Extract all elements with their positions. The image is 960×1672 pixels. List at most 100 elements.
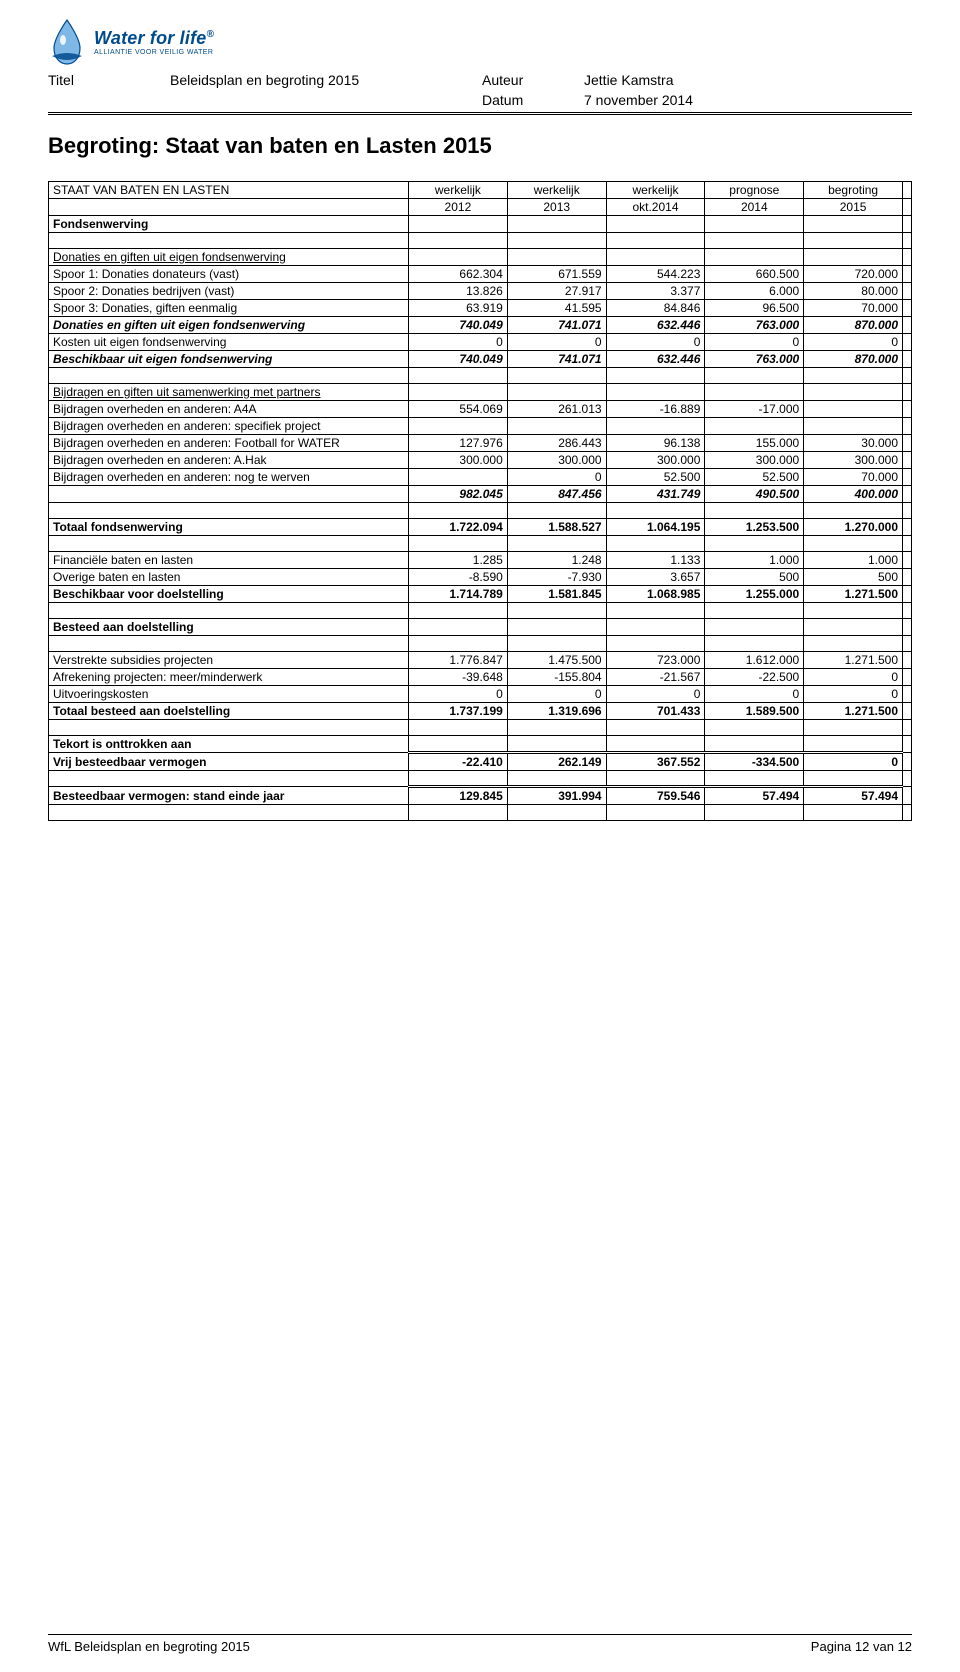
row-label: STAAT VAN BATEN EN LASTEN bbox=[49, 182, 409, 199]
row-value: 84.846 bbox=[606, 300, 705, 317]
row-value: 1.714.789 bbox=[409, 586, 508, 603]
row-value: 70.000 bbox=[804, 469, 903, 486]
row-label bbox=[49, 503, 409, 519]
bijdragen-row: Bijdragen overheden en anderen: nog te w… bbox=[49, 469, 912, 486]
table-header-2: 20122013okt.201420142015 bbox=[49, 199, 912, 216]
row-value: 632.446 bbox=[606, 317, 705, 334]
row-value: 1.776.847 bbox=[409, 652, 508, 669]
besteed-row: Afrekening projecten: meer/minderwerk-39… bbox=[49, 669, 912, 686]
row-value bbox=[804, 805, 903, 821]
fin-row: Overige baten en lasten-8.590-7.9303.657… bbox=[49, 569, 912, 586]
row-value bbox=[606, 720, 705, 736]
row-value: 740.049 bbox=[409, 317, 508, 334]
blank-row bbox=[49, 805, 912, 821]
row-value bbox=[804, 736, 903, 753]
row-value bbox=[409, 233, 508, 249]
row-value: 870.000 bbox=[804, 351, 903, 368]
row-value bbox=[804, 720, 903, 736]
row-label: Totaal besteed aan doelstelling bbox=[49, 703, 409, 720]
row-value bbox=[409, 368, 508, 384]
row-label: Bijdragen overheden en anderen: specifie… bbox=[49, 418, 409, 435]
row-value: 0 bbox=[507, 686, 606, 703]
row-value: 632.446 bbox=[606, 351, 705, 368]
row-value: 554.069 bbox=[409, 401, 508, 418]
blank-row bbox=[49, 720, 912, 736]
row-value bbox=[705, 636, 804, 652]
row-value bbox=[409, 249, 508, 266]
row-value: 2015 bbox=[804, 199, 903, 216]
row-value: 63.919 bbox=[409, 300, 508, 317]
table-header-1: STAAT VAN BATEN EN LASTENwerkelijkwerkel… bbox=[49, 182, 912, 199]
row-value: -17.000 bbox=[705, 401, 804, 418]
row-value: 262.149 bbox=[507, 753, 606, 771]
page-title: Begroting: Staat van baten en Lasten 201… bbox=[48, 133, 912, 159]
blank-row bbox=[49, 233, 912, 249]
row-value: 0 bbox=[507, 334, 606, 351]
row-value bbox=[705, 503, 804, 519]
row-value bbox=[507, 418, 606, 435]
logo-text: Water for life® bbox=[94, 28, 214, 49]
donaties-total: Donaties en giften uit eigen fondsenwerv… bbox=[49, 317, 912, 334]
eind-vermogen: Besteedbaar vermogen: stand einde jaar12… bbox=[49, 787, 912, 805]
row-value bbox=[409, 771, 508, 787]
row-value: 0 bbox=[606, 686, 705, 703]
row-value bbox=[507, 805, 606, 821]
row-value bbox=[409, 418, 508, 435]
row-label bbox=[49, 536, 409, 552]
bijdragen-header: Bijdragen en giften uit samenwerking met… bbox=[49, 384, 912, 401]
row-value bbox=[804, 384, 903, 401]
besteed-row: Uitvoeringskosten00000 bbox=[49, 686, 912, 703]
row-value bbox=[705, 536, 804, 552]
row-value bbox=[606, 418, 705, 435]
row-value: 300.000 bbox=[409, 452, 508, 469]
row-value: 0 bbox=[804, 669, 903, 686]
row-value: 70.000 bbox=[804, 300, 903, 317]
row-value: 27.917 bbox=[507, 283, 606, 300]
row-value bbox=[507, 536, 606, 552]
row-value bbox=[409, 384, 508, 401]
row-label bbox=[49, 368, 409, 384]
row-value bbox=[409, 805, 508, 821]
row-value: 500 bbox=[705, 569, 804, 586]
row-value bbox=[409, 469, 508, 486]
row-value: 1.285 bbox=[409, 552, 508, 569]
blank-row bbox=[49, 368, 912, 384]
row-value: 0 bbox=[705, 334, 804, 351]
row-value bbox=[606, 503, 705, 519]
row-label: Totaal fondsenwerving bbox=[49, 519, 409, 536]
row-value: -334.500 bbox=[705, 753, 804, 771]
row-value: werkelijk bbox=[409, 182, 508, 199]
row-value: 6.000 bbox=[705, 283, 804, 300]
row-value bbox=[507, 503, 606, 519]
row-value bbox=[804, 401, 903, 418]
row-value: 1.271.500 bbox=[804, 703, 903, 720]
totaal-fondsenwerving: Totaal fondsenwerving1.722.0941.588.5271… bbox=[49, 519, 912, 536]
row-value: 740.049 bbox=[409, 351, 508, 368]
row-value: 1.068.985 bbox=[606, 586, 705, 603]
row-value: 400.000 bbox=[804, 486, 903, 503]
row-value: 0 bbox=[804, 753, 903, 771]
row-value: 2013 bbox=[507, 199, 606, 216]
row-value bbox=[705, 233, 804, 249]
page-footer: WfL Beleidsplan en begroting 2015 Pagina… bbox=[48, 1634, 912, 1654]
row-value: -8.590 bbox=[409, 569, 508, 586]
bijdragen-row: Bijdragen overheden en anderen: Football… bbox=[49, 435, 912, 452]
row-value: 286.443 bbox=[507, 435, 606, 452]
row-value bbox=[409, 619, 508, 636]
row-value: -39.648 bbox=[409, 669, 508, 686]
row-label: Bijdragen overheden en anderen: nog te w… bbox=[49, 469, 409, 486]
row-value bbox=[804, 503, 903, 519]
row-value bbox=[606, 368, 705, 384]
row-label: Besteed aan doelstelling bbox=[49, 619, 409, 636]
row-label: Tekort is onttrokken aan bbox=[49, 736, 409, 753]
budget-table: STAAT VAN BATEN EN LASTENwerkelijkwerkel… bbox=[48, 181, 912, 821]
row-value: 129.845 bbox=[409, 787, 508, 805]
row-value: 544.223 bbox=[606, 266, 705, 283]
row-value: 300.000 bbox=[507, 452, 606, 469]
row-value: 870.000 bbox=[804, 317, 903, 334]
row-value: 1.253.500 bbox=[705, 519, 804, 536]
row-value: 300.000 bbox=[705, 452, 804, 469]
row-value: 0 bbox=[804, 334, 903, 351]
row-value: 1.737.199 bbox=[409, 703, 508, 720]
row-value bbox=[409, 536, 508, 552]
